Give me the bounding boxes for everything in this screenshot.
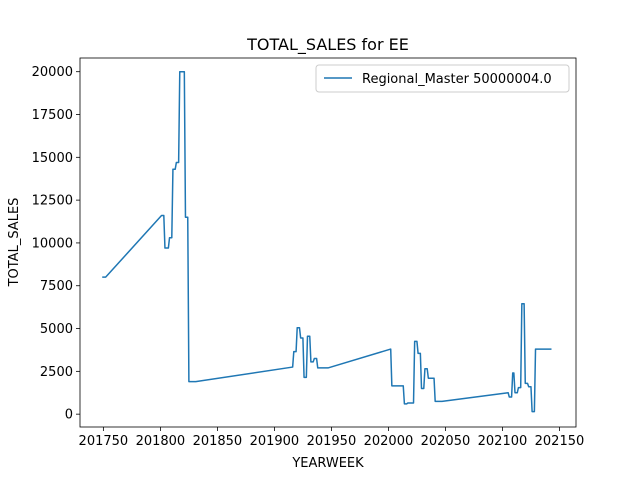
plot-area [80,58,576,427]
y-tick-label: 0 [65,408,73,423]
y-tick-label: 12500 [32,194,73,209]
y-tick-label: 5000 [40,322,73,337]
chart-title: TOTAL_SALES for EE [246,35,409,55]
plot-frame [79,57,577,428]
x-tick-label: 202050 [421,434,471,449]
x-tick-label: 202000 [364,434,414,449]
x-tick-label: 202100 [478,434,528,449]
x-tick-label: 201900 [250,434,300,449]
y-tick-label: 2500 [40,365,73,380]
x-tick-label: 201750 [79,434,129,449]
legend-entry-label: Regional_Master 50000004.0 [362,72,552,87]
y-tick-label: 7500 [40,279,73,294]
legend: Regional_Master 50000004.0 [315,64,570,93]
y-tick-label: 15000 [32,151,73,166]
y-axis-label: TOTAL_SALES [7,198,22,288]
y-tick-label: 10000 [32,236,73,251]
legend-box [315,64,570,93]
y-axis-ticks: 0 2500 5000 7500 10000 12500 15000 17500 20000 [32,65,80,423]
y-tick-label: 20000 [32,65,73,80]
y-tick-label: 17500 [32,108,73,123]
x-axis-ticks: 201750 201800 201850 201900 201950 202000 2020… [79,427,585,449]
series-line-regional-master [102,70,552,413]
x-tick-label: 201850 [193,434,243,449]
x-axis-label: YEARWEEK [291,456,364,471]
x-tick-label: 201800 [136,434,186,449]
x-tick-label: 201950 [307,434,357,449]
x-tick-label: 202150 [535,434,585,449]
